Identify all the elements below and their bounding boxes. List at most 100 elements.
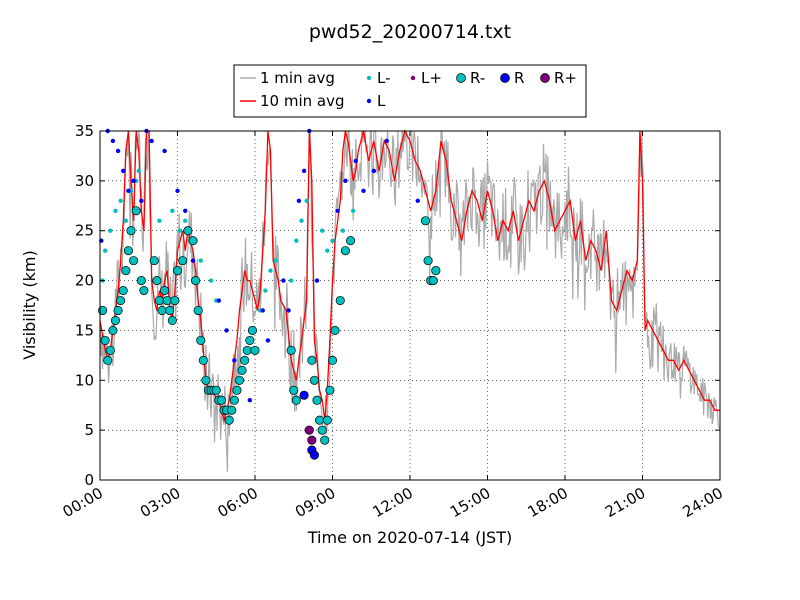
marker-Rminus: [160, 285, 170, 296]
marker-Rminus: [320, 435, 330, 445]
marker-Lminus: [208, 278, 214, 283]
marker-Lminus: [304, 198, 309, 203]
marker-L: [183, 208, 188, 213]
marker-Lminus: [350, 208, 356, 213]
marker-Rminus: [224, 415, 234, 425]
marker-Rminus: [118, 285, 128, 296]
chart-title: pwd52_20200714.txt: [309, 21, 511, 43]
legend-dot-swatch: [410, 75, 416, 81]
marker-L: [110, 138, 116, 144]
marker-L: [314, 278, 320, 283]
marker-Rminus: [149, 256, 159, 266]
legend-item: L-: [366, 69, 391, 87]
marker-Lminus: [294, 238, 299, 243]
legend: 1 min avg 10 min avg L- L L+ R- R R+: [233, 64, 587, 118]
legend-label: 1 min avg: [260, 69, 335, 87]
marker-R: [309, 450, 319, 460]
marker-L: [260, 308, 265, 313]
marker-L: [131, 178, 136, 184]
marker-Lminus: [288, 278, 294, 283]
marker-Rminus: [291, 395, 301, 405]
marker-Rplus: [304, 425, 314, 435]
marker-Rminus: [327, 355, 338, 365]
marker-Rminus: [423, 256, 433, 266]
marker-Lminus: [330, 238, 335, 243]
marker-L: [265, 338, 271, 343]
y-tick-label: 15: [75, 321, 94, 339]
marker-L: [139, 198, 144, 203]
series-layer: [99, 129, 721, 472]
marker-Rminus: [100, 335, 110, 345]
x-tick-label: 24:00: [680, 484, 726, 521]
y-axis-label: Visibility (km): [20, 250, 39, 359]
legend-label: R+: [554, 69, 577, 87]
marker-L: [384, 138, 389, 144]
marker-L: [296, 198, 302, 203]
x-tick-label: 15:00: [447, 484, 493, 521]
marker-Rminus: [247, 325, 257, 335]
marker-Rminus: [229, 395, 239, 405]
marker-L: [224, 328, 229, 333]
marker-Rminus: [428, 276, 438, 286]
marker-Rminus: [198, 355, 208, 365]
marker-L: [371, 168, 377, 174]
marker-Rminus: [237, 365, 247, 375]
marker-Rminus: [420, 216, 431, 226]
marker-Lminus: [299, 218, 304, 223]
marker-L: [126, 188, 131, 194]
marker-Lminus: [273, 258, 278, 263]
marker-Rminus: [317, 425, 327, 435]
x-tick-label: 12:00: [370, 484, 416, 521]
y-axis: 0 5 10 15 20 25 30 35: [75, 122, 720, 489]
legend-circle-swatch: [500, 73, 510, 83]
marker-Rminus: [126, 226, 136, 236]
marker-Rminus: [162, 295, 172, 306]
marker-Rminus: [242, 345, 252, 355]
y-tick-label: 0: [84, 471, 94, 489]
marker-L: [121, 168, 126, 174]
marker-Lminus: [340, 228, 346, 233]
marker-L: [353, 158, 358, 164]
x-tick-label: 03:00: [137, 484, 183, 521]
marker-Rminus: [312, 395, 322, 405]
x-tick-label: 18:00: [525, 484, 571, 521]
marker-L: [343, 178, 348, 184]
marker-Rminus: [170, 295, 180, 306]
marker-L: [286, 308, 291, 313]
marker-Lminus: [113, 208, 118, 213]
marker-Rminus: [191, 276, 201, 286]
marker-Rminus: [110, 315, 121, 326]
marker-Lminus: [123, 218, 129, 223]
marker-L: [247, 398, 253, 403]
marker-Rminus: [240, 355, 250, 365]
marker-Rminus: [201, 375, 211, 385]
marker-Rminus: [211, 385, 221, 395]
legend-label: 10 min avg: [260, 92, 345, 110]
marker-Lminus: [319, 228, 325, 233]
legend-item: R-: [456, 69, 485, 87]
marker-Rminus: [309, 375, 319, 385]
y-tick-label: 5: [84, 421, 94, 439]
marker-Rminus: [139, 285, 149, 296]
marker-Rminus: [131, 206, 141, 216]
marker-L: [232, 358, 237, 363]
marker-Lminus: [170, 208, 175, 213]
marker-L: [149, 138, 154, 144]
legend-label: R-: [470, 69, 485, 87]
marker-Lminus: [325, 248, 330, 253]
marker-Lminus: [263, 288, 268, 293]
marker-L: [281, 278, 286, 283]
marker-Rminus: [172, 266, 183, 276]
marker-L: [175, 188, 180, 194]
legend-box: [233, 64, 587, 118]
marker-Rminus: [129, 256, 139, 266]
marker-L: [190, 258, 196, 263]
marker-Rminus: [105, 345, 115, 355]
y-tick-label: 30: [75, 172, 94, 190]
legend-item: L: [366, 92, 386, 110]
marker-Rminus: [154, 295, 164, 306]
marker-Lminus: [118, 198, 123, 203]
marker-Rminus: [245, 335, 255, 345]
legend-dot-swatch: [366, 98, 372, 104]
